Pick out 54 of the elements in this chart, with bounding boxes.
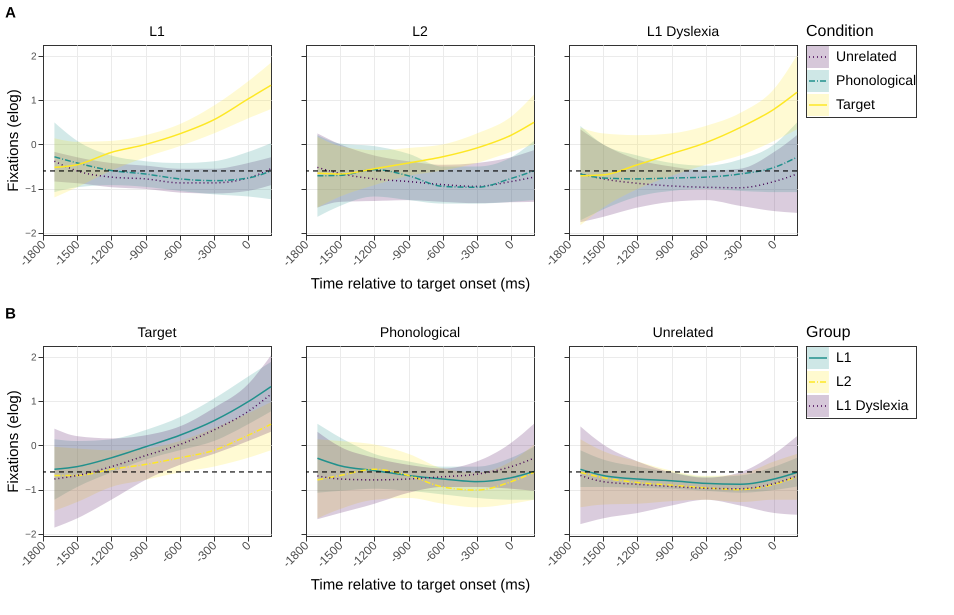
y-axis-title: Fixations (elog): [5, 390, 22, 493]
chart-title: Unrelated: [652, 324, 714, 340]
x-tick-label: 0: [502, 237, 517, 252]
x-tick-label: -900: [387, 538, 414, 566]
legend-label: L1 Dyslexia: [836, 397, 909, 413]
x-tick-label: -900: [650, 237, 678, 264]
y-axis-title: Fixations (elog): [5, 89, 22, 192]
x-axis-title: Time relative to target onset (ms): [310, 275, 530, 292]
x-tick-label: 0: [239, 237, 254, 252]
text: B: [5, 306, 16, 322]
y-tick-label: 1: [30, 96, 37, 107]
y-tick-label: −2: [25, 228, 37, 240]
y-tick-label: 0: [30, 140, 37, 151]
x-tick-label: 0: [239, 538, 254, 554]
legend-label: Unrelated: [836, 48, 897, 64]
x-tick-label: 0: [765, 237, 780, 252]
x-tick-label: -900: [124, 237, 152, 264]
x-tick-label: -600: [158, 237, 186, 264]
x-tick-label: -900: [124, 538, 152, 566]
x-tick-label: 0: [765, 538, 780, 554]
text: A: [5, 4, 16, 22]
legend-label: L2: [836, 373, 852, 389]
x-tick-label: -900: [650, 538, 678, 566]
x-tick-label: -900: [387, 237, 414, 264]
x-axis-title: Time relative to target onset (ms): [310, 576, 530, 594]
x-tick-label: 0: [502, 538, 517, 554]
x-tick-label: -600: [421, 538, 448, 566]
legend-label: L1: [836, 349, 852, 365]
x-tick-label: -600: [684, 237, 712, 264]
legend-title: Condition: [806, 23, 874, 40]
x-tick-label: -300: [192, 538, 220, 566]
x-tick-label: -300: [456, 237, 483, 264]
y-tick-label: 2: [30, 52, 37, 63]
x-tick-label: -300: [456, 538, 483, 566]
legend-label: Phonological: [836, 72, 916, 88]
y-tick-label: −1: [25, 485, 37, 496]
y-tick-label: −2: [25, 529, 37, 540]
x-tick-label: -600: [421, 237, 448, 264]
legend-title: Group: [806, 324, 851, 341]
x-tick-label: -600: [684, 538, 712, 566]
chart-title: Phonological: [380, 324, 460, 340]
y-tick-label: −1: [25, 184, 37, 196]
x-tick-label: -300: [718, 237, 746, 264]
chart-title: L1 Dyslexia: [646, 23, 720, 39]
x-tick-label: -600: [158, 538, 186, 566]
y-tick-label: 1: [30, 396, 37, 408]
chart-title: Target: [138, 324, 177, 340]
y-tick-label: 2: [30, 352, 37, 364]
chart-title: L1: [149, 23, 165, 39]
x-tick-label: -300: [192, 237, 220, 264]
legend-label: Target: [836, 96, 876, 112]
chart-title: L2: [412, 23, 428, 39]
y-tick-label: 0: [30, 440, 37, 452]
x-tick-label: -300: [718, 538, 746, 566]
